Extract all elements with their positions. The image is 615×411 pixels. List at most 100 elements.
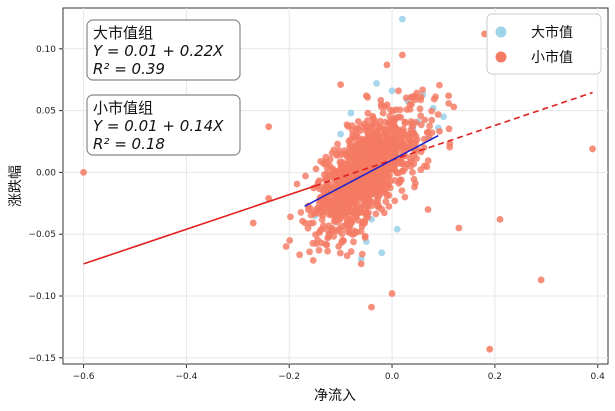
point-small-cap bbox=[315, 246, 323, 254]
point-small-cap bbox=[350, 238, 357, 246]
point-small-cap bbox=[379, 109, 387, 117]
point-small-cap bbox=[368, 303, 375, 311]
point-small-cap bbox=[383, 61, 391, 69]
point-small-cap bbox=[397, 157, 405, 165]
point-small-cap bbox=[398, 187, 406, 195]
point-small-cap bbox=[357, 185, 365, 193]
point-small-cap bbox=[388, 290, 396, 297]
x-tick-label: −0.6 bbox=[73, 372, 95, 382]
point-small-cap bbox=[347, 192, 355, 200]
point-small-cap bbox=[366, 123, 373, 131]
point-small-cap bbox=[420, 135, 428, 143]
point-small-cap bbox=[337, 81, 345, 89]
point-small-cap bbox=[396, 106, 404, 114]
point-small-cap bbox=[401, 119, 409, 127]
point-small-cap bbox=[428, 116, 436, 124]
x-tick-label: 0.0 bbox=[385, 372, 400, 382]
point-small-cap bbox=[399, 131, 406, 139]
point-small-cap bbox=[411, 183, 418, 191]
point-small-cap bbox=[358, 250, 366, 258]
point-large-cap bbox=[440, 113, 447, 121]
point-small-cap bbox=[319, 198, 327, 206]
point-small-cap bbox=[391, 197, 399, 205]
legend-swatch-large-cap bbox=[495, 26, 507, 38]
point-small-cap bbox=[340, 237, 347, 245]
point-small-cap bbox=[293, 180, 301, 188]
point-small-cap bbox=[310, 210, 318, 218]
annotation-title: 大市值组 bbox=[93, 24, 153, 42]
regression-line-small-cap-solid bbox=[83, 185, 316, 265]
point-small-cap bbox=[445, 125, 453, 133]
annotation-equation: Y = 0.01 + 0.14X bbox=[93, 117, 224, 135]
point-small-cap bbox=[436, 81, 443, 89]
point-small-cap bbox=[430, 95, 438, 103]
point-small-cap bbox=[319, 212, 327, 219]
point-small-cap bbox=[334, 192, 341, 200]
point-small-cap bbox=[407, 158, 415, 165]
legend-label-small-cap: 小市值 bbox=[531, 49, 573, 66]
point-small-cap bbox=[331, 209, 339, 217]
point-large-cap bbox=[347, 109, 355, 117]
point-small-cap bbox=[357, 260, 365, 268]
point-large-cap bbox=[337, 130, 345, 138]
point-small-cap bbox=[383, 180, 390, 188]
point-small-cap bbox=[372, 210, 380, 218]
point-small-cap bbox=[496, 215, 504, 223]
point-small-cap bbox=[395, 87, 402, 95]
point-small-cap bbox=[352, 162, 359, 169]
annotation-small-cap: 小市值组 Y = 0.01 + 0.14X R² = 0.18 bbox=[86, 94, 241, 156]
point-small-cap bbox=[297, 209, 305, 216]
point-small-cap bbox=[434, 111, 442, 118]
legend-swatch-small-cap bbox=[495, 51, 507, 63]
point-small-cap bbox=[379, 187, 387, 194]
point-small-cap bbox=[330, 218, 338, 225]
point-small-cap bbox=[318, 225, 326, 233]
point-small-cap bbox=[325, 233, 333, 240]
point-small-cap bbox=[387, 138, 395, 146]
point-small-cap bbox=[368, 130, 376, 137]
point-small-cap bbox=[395, 146, 403, 154]
point-small-cap bbox=[372, 176, 379, 184]
point-small-cap bbox=[386, 112, 394, 120]
point-small-cap bbox=[361, 232, 369, 240]
point-small-cap bbox=[265, 123, 273, 131]
annotation-title: 小市值组 bbox=[93, 99, 153, 117]
point-small-cap bbox=[338, 158, 346, 166]
point-small-cap bbox=[352, 200, 360, 208]
point-small-cap bbox=[375, 132, 383, 140]
annotation-equation: Y = 0.01 + 0.22X bbox=[93, 42, 224, 60]
point-small-cap bbox=[368, 202, 376, 210]
point-small-cap bbox=[320, 159, 328, 166]
point-small-cap bbox=[365, 162, 373, 170]
point-small-cap bbox=[330, 226, 338, 234]
point-small-cap bbox=[357, 193, 364, 201]
point-small-cap bbox=[358, 152, 366, 160]
point-small-cap bbox=[373, 155, 381, 163]
point-small-cap bbox=[363, 197, 371, 204]
point-small-cap bbox=[383, 172, 391, 180]
point-small-cap bbox=[323, 241, 331, 249]
point-small-cap bbox=[314, 236, 322, 244]
point-small-cap bbox=[346, 143, 354, 151]
point-small-cap bbox=[339, 193, 347, 201]
point-small-cap bbox=[337, 201, 344, 209]
point-small-cap bbox=[334, 140, 341, 148]
point-small-cap bbox=[249, 219, 257, 227]
point-small-cap bbox=[367, 149, 375, 157]
point-small-cap bbox=[309, 239, 317, 247]
point-small-cap bbox=[410, 152, 418, 160]
point-small-cap bbox=[387, 106, 395, 114]
annotation-box bbox=[86, 94, 241, 156]
point-small-cap bbox=[349, 131, 356, 139]
point-small-cap bbox=[336, 166, 344, 174]
point-small-cap bbox=[411, 96, 419, 104]
point-small-cap bbox=[372, 198, 380, 205]
point-small-cap bbox=[426, 122, 433, 130]
point-small-cap bbox=[346, 208, 354, 216]
point-small-cap bbox=[357, 138, 365, 145]
point-small-cap bbox=[362, 92, 370, 100]
point-large-cap bbox=[393, 225, 401, 233]
point-small-cap bbox=[354, 216, 362, 224]
point-small-cap bbox=[377, 124, 385, 132]
